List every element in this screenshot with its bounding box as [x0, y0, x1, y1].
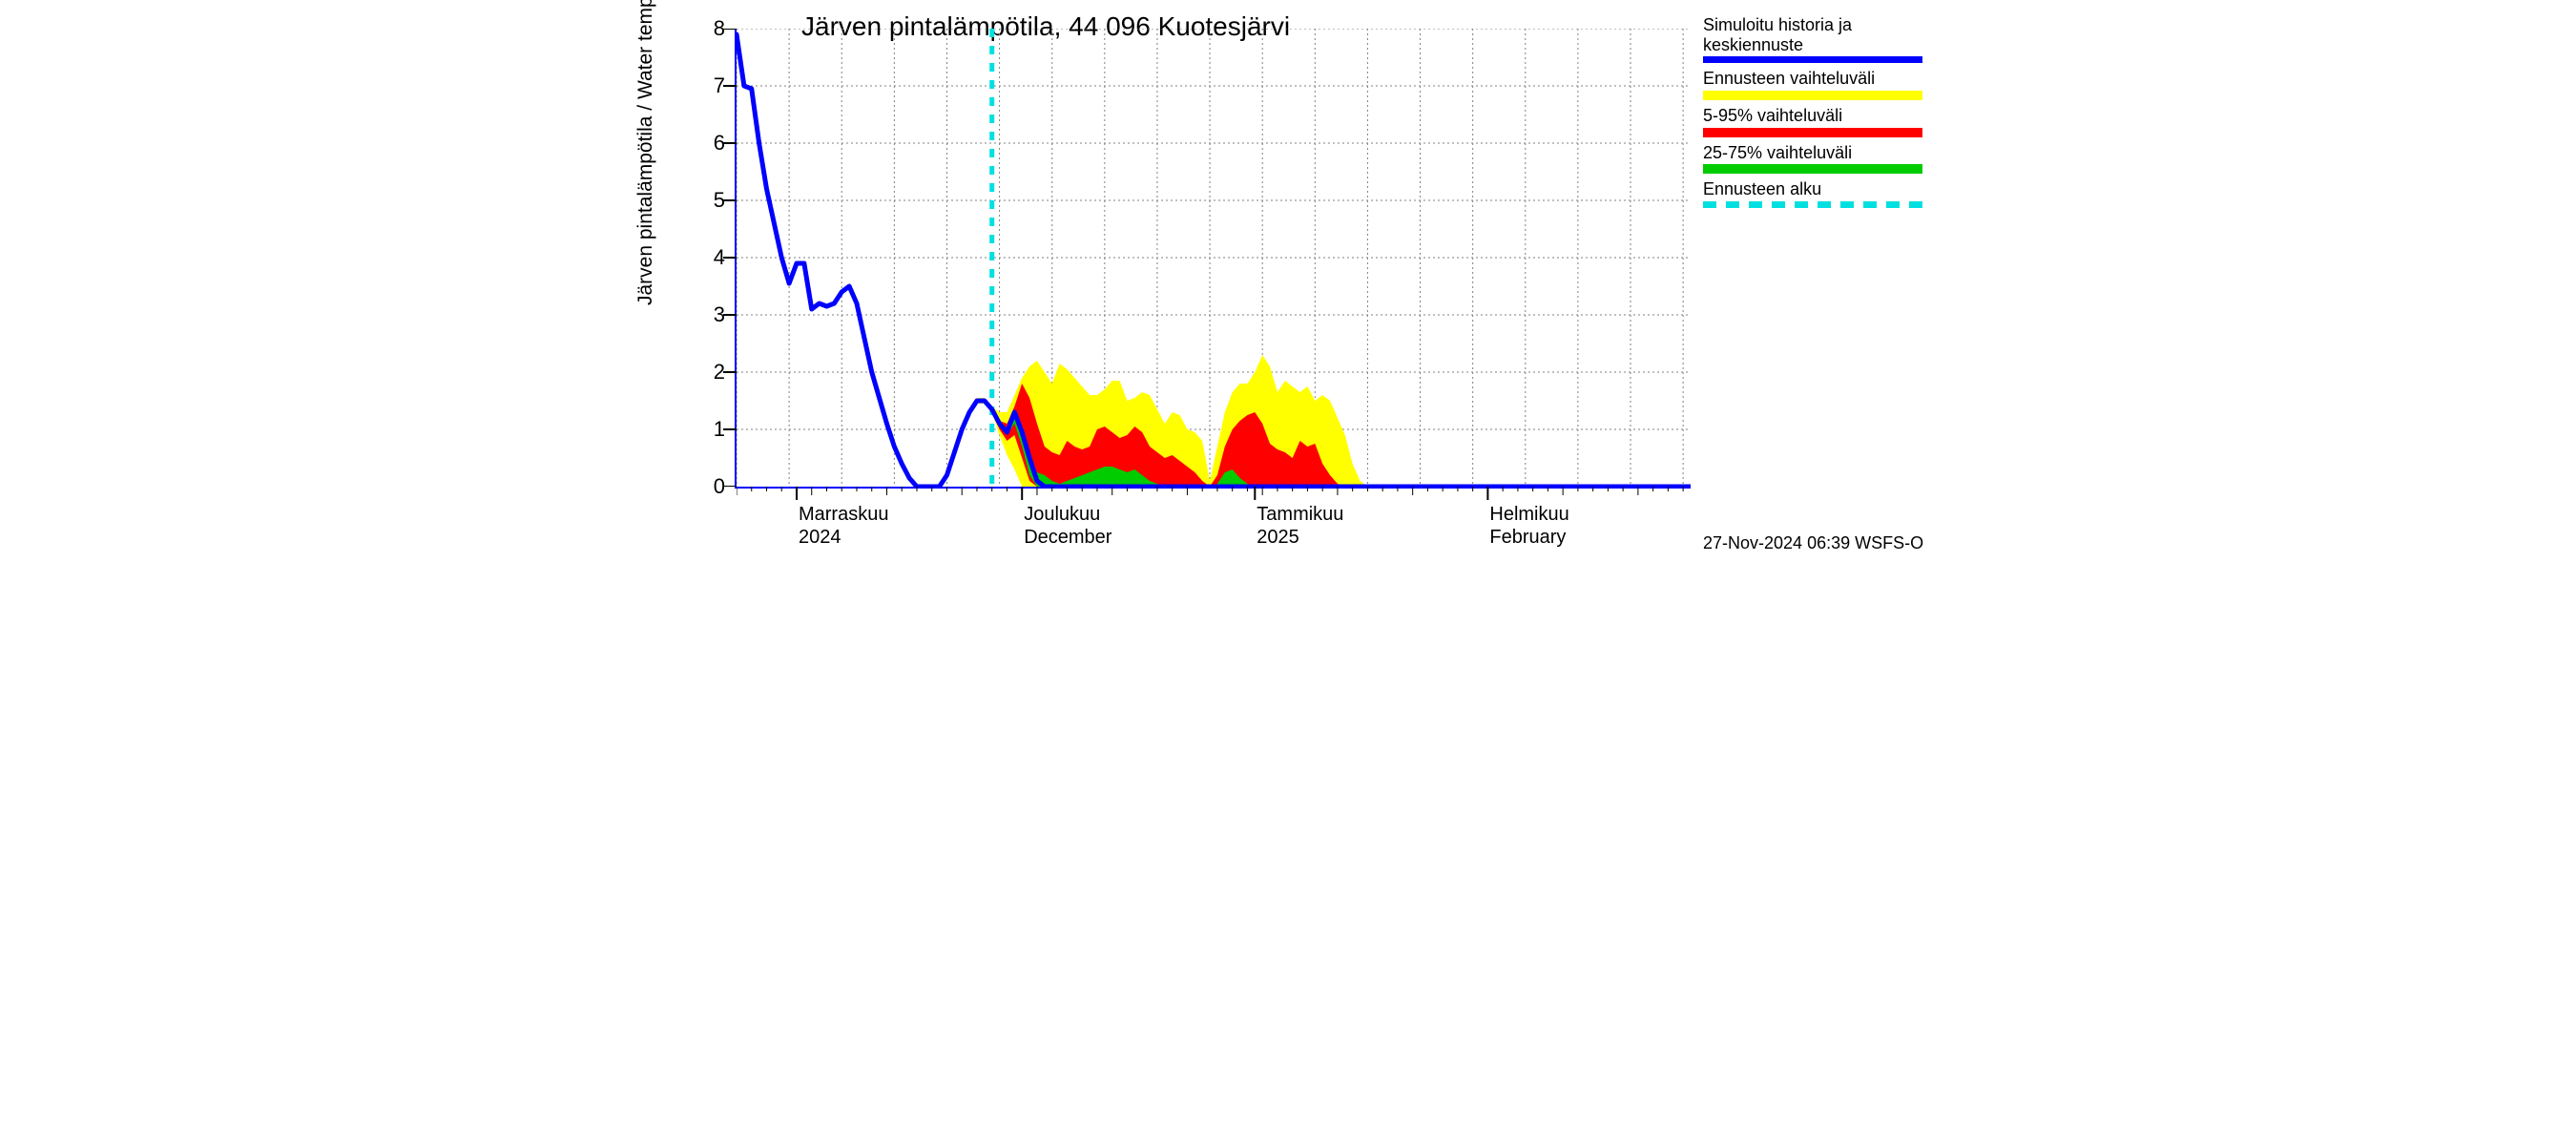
y-tick-label: 8 [649, 16, 725, 41]
y-tick-label: 2 [649, 360, 725, 385]
legend-swatch [1703, 56, 1922, 63]
footer-stamp: 27-Nov-2024 06:39 WSFS-O [1703, 533, 1923, 553]
legend-item: 5-95% vaihteluväli [1703, 106, 1922, 137]
legend-label: Simuloitu historia ja keskiennuste [1703, 15, 1922, 54]
legend-item: Ennusteen alku [1703, 179, 1922, 208]
legend-swatch [1703, 201, 1922, 208]
y-tick-label: 0 [649, 474, 725, 499]
x-tick-label-1: Joulukuu [1024, 504, 1100, 526]
y-tick-label: 3 [649, 302, 725, 327]
plot-svg [737, 29, 1691, 487]
chart-container: Järven pintalämpötila / Water temperatur… [644, 0, 1932, 572]
legend-label: Ennusteen alku [1703, 179, 1922, 199]
legend-swatch [1703, 128, 1922, 137]
legend-label: 25-75% vaihteluväli [1703, 143, 1922, 163]
legend-label: Ennusteen vaihteluväli [1703, 69, 1922, 89]
x-tick-label-2: 2025 [1257, 527, 1299, 549]
y-tick-label: 4 [649, 245, 725, 270]
y-tick-label: 1 [649, 417, 725, 442]
x-tick-label-2: February [1489, 527, 1566, 549]
legend-swatch [1703, 91, 1922, 100]
legend-label: 5-95% vaihteluväli [1703, 106, 1922, 126]
y-tick-label: 5 [649, 188, 725, 213]
plot-area [735, 29, 1691, 489]
x-tick-label-2: 2024 [799, 527, 841, 549]
y-tick-label: 7 [649, 73, 725, 98]
legend-item: Ennusteen vaihteluväli [1703, 69, 1922, 100]
legend: Simuloitu historia ja keskiennuste Ennust… [1703, 15, 1922, 214]
y-tick-label: 6 [649, 131, 725, 156]
x-tick-label-2: December [1024, 527, 1111, 549]
legend-item: Simuloitu historia ja keskiennuste [1703, 15, 1922, 63]
legend-item: 25-75% vaihteluväli [1703, 143, 1922, 175]
x-tick-label-1: Helmikuu [1489, 504, 1568, 526]
legend-swatch [1703, 164, 1922, 174]
x-tick-label-1: Marraskuu [799, 504, 888, 526]
x-tick-label-1: Tammikuu [1257, 504, 1343, 526]
